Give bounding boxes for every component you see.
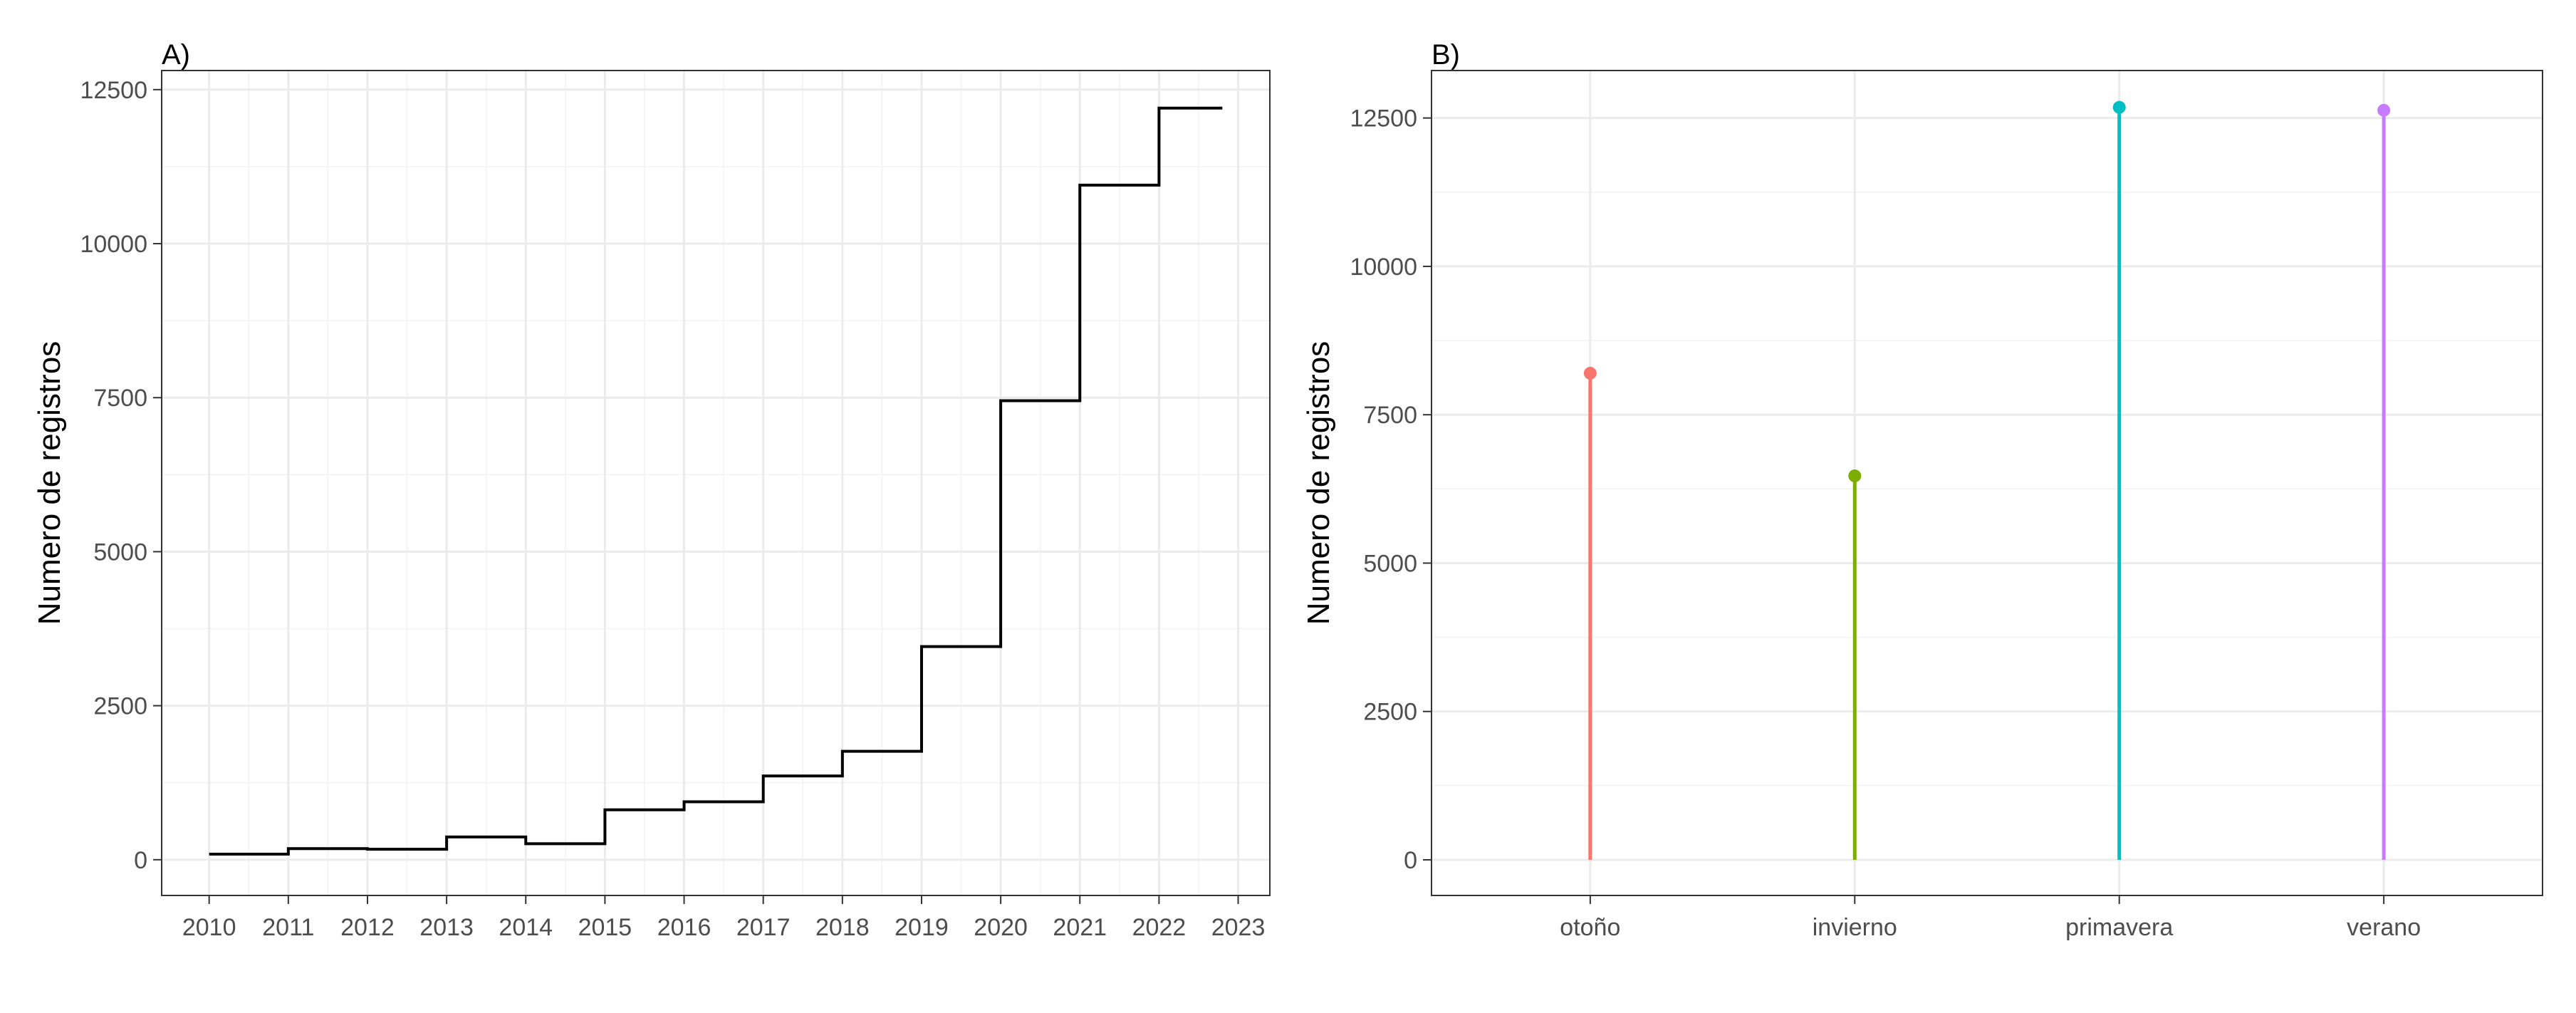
x-tick-label: 2021 <box>1053 914 1107 941</box>
lollipop-point <box>1848 469 1862 483</box>
x-tick-label: 2017 <box>736 914 791 941</box>
panel-b-border <box>1431 70 2543 896</box>
x-tick-label: 2020 <box>974 914 1028 941</box>
panel-b-tag: B) <box>1432 39 1460 71</box>
x-tick-label: 2023 <box>1211 914 1266 941</box>
panel-b-ticks: 0 2500 5000 7500 10000 12500 otoño invierno prim… <box>1350 105 2421 941</box>
lollipop-point <box>2112 100 2126 114</box>
y-tick-label: 7500 <box>1363 402 1417 429</box>
x-tick-label: 2012 <box>340 914 395 941</box>
x-tick-label: 2013 <box>419 914 474 941</box>
panel-a-border <box>161 70 1271 896</box>
x-tick-label: invierno <box>1813 914 1897 941</box>
x-tick-label: 2014 <box>499 914 553 941</box>
x-tick-label: 2016 <box>657 914 711 941</box>
y-tick-label: 10000 <box>80 231 147 258</box>
y-tick-label: 12500 <box>80 77 147 104</box>
panel-b-marks <box>1583 100 2391 861</box>
x-tick-label: 2018 <box>815 914 870 941</box>
y-tick-label: 5000 <box>93 539 147 566</box>
y-tick-label: 10000 <box>1350 254 1417 281</box>
panel-b-grid <box>1432 71 2543 895</box>
x-tick-label: verano <box>2347 914 2421 941</box>
y-tick-label: 2500 <box>1363 699 1417 726</box>
x-tick-label: 2010 <box>182 914 236 941</box>
x-tick-label: 2019 <box>895 914 949 941</box>
y-tick-label: 5000 <box>1363 550 1417 577</box>
x-tick-label: 2015 <box>578 914 632 941</box>
x-tick-label: primavera <box>2065 914 2173 941</box>
y-tick-label: 12500 <box>1350 105 1417 133</box>
panel-a-y-axis-title: Numero de registros <box>32 341 67 625</box>
panel-a: A) 2010 2011 2012 2013 2014 2015 2016 2017 2018 2… <box>32 39 1271 941</box>
panel-a-tag: A) <box>162 39 190 71</box>
panel-a-step-line <box>209 106 1223 856</box>
y-tick-label: 2500 <box>93 693 147 720</box>
y-tick-label: 7500 <box>93 385 147 412</box>
y-tick-label: 0 <box>134 847 147 874</box>
panel-a-grid <box>162 71 1270 895</box>
panel-b-y-axis-title: Numero de registros <box>1301 341 1336 625</box>
panel-b: B) 0 2500 5000 7500 10000 12500 otoño invierno p… <box>1301 39 2543 941</box>
x-tick-label: 2022 <box>1132 914 1187 941</box>
lollipop-point <box>2377 103 2391 117</box>
lollipop-point <box>1583 366 1597 380</box>
x-tick-label: otoño <box>1560 914 1620 941</box>
x-tick-label: 2011 <box>262 914 314 941</box>
panel-a-ticks: 2010 2011 2012 2013 2014 2015 2016 2017 2018 2019… <box>80 77 1265 941</box>
y-tick-label: 0 <box>1404 847 1417 874</box>
